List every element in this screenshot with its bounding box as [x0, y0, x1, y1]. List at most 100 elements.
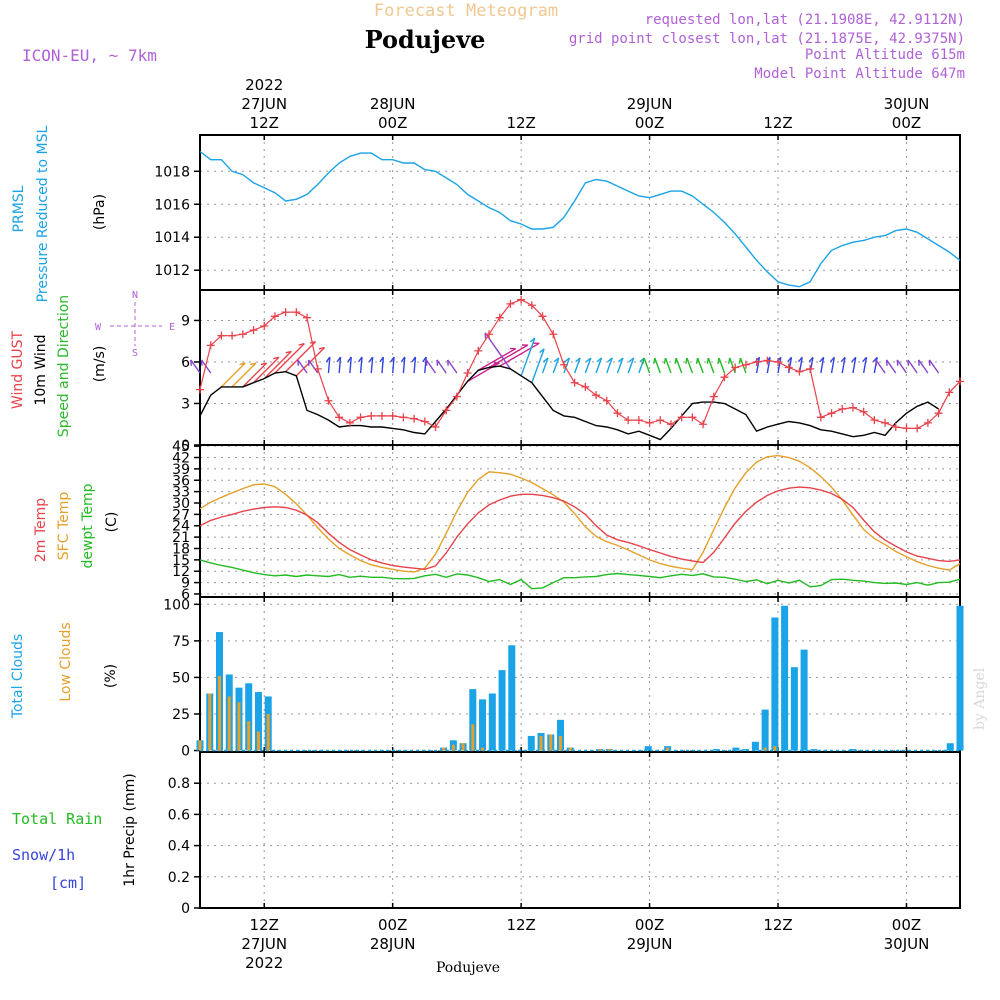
- gust-marker: [527, 301, 536, 310]
- gust-marker: [709, 392, 718, 401]
- requested-coords: requested lon,lat (21.1908E, 42.9112N): [645, 12, 965, 28]
- wind10m-label: 10m Wind: [33, 334, 49, 405]
- gust-marker: [923, 418, 932, 427]
- wind-arrow-head: [553, 357, 560, 363]
- time-label-top: 28JUN: [370, 95, 416, 113]
- y-tick-label: 25: [172, 707, 190, 723]
- location-title: Podujeve: [365, 25, 486, 54]
- y-tick-label: 18: [172, 541, 190, 557]
- wind-arrow-head: [642, 357, 645, 364]
- wind-arrow-head: [628, 357, 635, 363]
- prmsl-label: PRMSL: [11, 185, 27, 232]
- gust-marker: [559, 360, 568, 369]
- gust-marker: [570, 378, 579, 387]
- y-tick-label: 75: [172, 634, 190, 650]
- plot-area: 1012101410161018036969121518212427303336…: [154, 76, 964, 972]
- wind-arrow: [413, 357, 417, 374]
- total-cloud-bar: [498, 670, 506, 751]
- wind-arrow: [274, 343, 305, 374]
- gust-marker: [238, 330, 247, 339]
- pressure-line: [199, 150, 961, 288]
- wind-unit-label: (m/s): [92, 346, 108, 383]
- gust-marker: [538, 312, 547, 321]
- total-cloud-bar: [469, 689, 477, 751]
- wind-arrow: [285, 341, 317, 373]
- compass-east: E: [169, 322, 175, 333]
- y-tick-label: 1018: [154, 164, 190, 180]
- wind-arrow: [436, 359, 447, 374]
- wind-arrow: [820, 357, 825, 374]
- wind-arrow-head: [285, 350, 292, 354]
- time-label-bottom: 2022: [245, 954, 283, 972]
- total-cloud-bar: [771, 617, 779, 751]
- wind-arrow: [718, 357, 726, 374]
- gust-marker: [474, 346, 483, 355]
- wind-arrow: [242, 362, 268, 388]
- wind-arrow: [862, 357, 868, 374]
- wind-arrow: [584, 357, 592, 374]
- total-cloud-bar: [488, 693, 496, 751]
- gust-marker: [763, 356, 772, 365]
- time-label-top: 12Z: [763, 114, 792, 132]
- wind-arrow-head: [564, 357, 570, 363]
- wind-direction-arrows: [190, 332, 940, 388]
- gust-marker: [217, 331, 226, 340]
- y-tick-label: 15: [172, 553, 190, 569]
- y-tick-label: 1014: [154, 230, 190, 246]
- total-cloud-bar: [254, 692, 262, 751]
- wind-arrow-head: [298, 342, 305, 346]
- wind-arrow-head: [787, 356, 793, 363]
- wind-arrow: [755, 357, 761, 374]
- wind-arrow: [349, 357, 352, 374]
- low-cloud-bar: [539, 735, 543, 751]
- gust-marker: [934, 409, 943, 418]
- y-tick-label: 100: [163, 597, 190, 613]
- gust-marker: [260, 321, 269, 330]
- gust-line: [199, 299, 961, 429]
- wind-arrow: [777, 357, 782, 374]
- gust-marker: [410, 414, 419, 423]
- wind-labels: Wind GUST 10m Wind Speed and Direction (…: [10, 290, 175, 437]
- time-label-bottom: 12Z: [763, 916, 792, 934]
- wind-arrow-head: [309, 340, 316, 344]
- wind-arrow: [563, 357, 571, 374]
- snow-unit-label: [cm]: [50, 874, 86, 892]
- low-cloud-bar: [208, 693, 212, 751]
- gust-marker: [602, 396, 611, 405]
- gust-marker: [795, 367, 804, 376]
- wind-arrow-head: [379, 356, 384, 363]
- wind-arrow: [190, 359, 201, 374]
- wind-arrow-head: [543, 357, 549, 363]
- low-cloud-bar: [568, 747, 572, 751]
- total-cloud-bar: [742, 749, 750, 751]
- gust-marker: [303, 313, 312, 322]
- precip-labels: Total Rain Snow/1h [cm] 1hr Precip (mm): [12, 773, 138, 892]
- wind-arrow: [307, 359, 319, 374]
- temp-labels: 2m Temp SFC Temp dewpt Temp (C): [33, 483, 120, 568]
- compass-north: N: [132, 290, 138, 301]
- total-cloud-bar: [557, 719, 565, 751]
- gust-marker: [613, 409, 622, 418]
- low-cloud-bar: [227, 696, 231, 751]
- wind-arrow-head: [797, 356, 803, 363]
- wind-arrow-head: [738, 357, 742, 364]
- time-label-top: 00Z: [378, 114, 407, 132]
- wind10m-line: [199, 365, 939, 441]
- watermark: by Angel: [972, 667, 988, 730]
- total-cloud-bar: [751, 741, 759, 751]
- sfc-temp-label: SFC Temp: [56, 492, 72, 561]
- gust-label: Wind GUST: [10, 330, 26, 409]
- wind-arrow: [830, 357, 836, 374]
- total-cloud-bar: [644, 746, 652, 751]
- gust-marker: [634, 416, 643, 425]
- wind-arrow-head: [851, 356, 857, 363]
- wind-arrow-head: [840, 356, 846, 363]
- wind-arrow: [477, 348, 517, 371]
- model-label: ICON-EU, ~ 7km: [22, 46, 157, 65]
- pressure-labels: PRMSL Pressure Reduced to MSL (hPa): [11, 125, 108, 302]
- wind-arrow: [488, 344, 529, 369]
- time-label-top: 12Z: [250, 114, 279, 132]
- low-cloud-bar: [451, 744, 455, 751]
- temp2m-line: [199, 486, 961, 571]
- gust-marker: [827, 409, 836, 418]
